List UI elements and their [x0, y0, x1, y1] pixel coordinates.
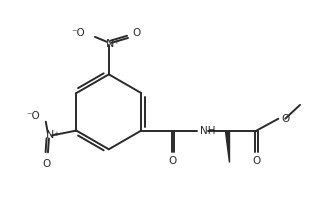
Text: +: +: [114, 39, 119, 45]
Text: O: O: [132, 28, 141, 38]
Text: ⁻O: ⁻O: [71, 28, 85, 38]
Text: N: N: [106, 39, 114, 49]
Text: O: O: [169, 156, 177, 166]
Text: NH: NH: [200, 126, 216, 136]
Text: ⁻O: ⁻O: [26, 111, 40, 121]
Text: O: O: [43, 159, 51, 169]
Text: O: O: [281, 114, 290, 124]
Text: O: O: [253, 156, 261, 166]
Text: +: +: [54, 131, 60, 137]
Text: N: N: [46, 131, 54, 140]
Polygon shape: [225, 131, 229, 162]
